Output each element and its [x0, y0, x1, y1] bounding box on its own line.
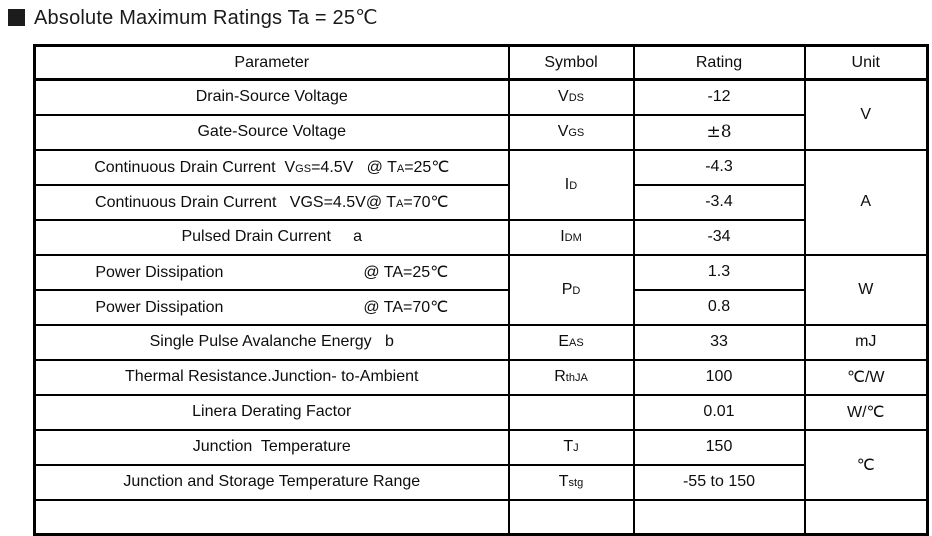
table-row: Power Dissipation @ TA=25℃ PD 1.3 W [33, 253, 929, 326]
symbol-cell: EAS [507, 323, 635, 361]
param-cell: Linera Derating Factor [33, 393, 510, 431]
header-unit: Unit [803, 44, 929, 81]
unit-cell: W/℃ [803, 393, 929, 431]
param-cell: Single Pulse Avalanche Energy b [33, 323, 510, 361]
table-row: Junction and Storage Temperature Range T… [33, 463, 928, 501]
symbol-cell: RthJA [507, 358, 635, 396]
symbol-cell: Tstg [507, 463, 635, 501]
param-cell: Gate-Source Voltage [33, 113, 510, 151]
unit-cell: A [803, 148, 929, 256]
symbol-cell: VGS [507, 113, 635, 151]
param-cell: Continuous Drain Current VGS=4.5V@ TA=70… [33, 183, 510, 221]
rating-cell: 100 [632, 358, 806, 396]
rating-cell: -12 [632, 78, 806, 116]
param-cell [33, 498, 510, 535]
unit-cell: W [803, 253, 929, 326]
rating-cell: 0.01 [632, 393, 806, 431]
symbol-cell: IDM [507, 218, 635, 256]
unit-cell: ℃ [803, 428, 929, 501]
rating-cell: 1.3 [632, 253, 806, 291]
clipped-next-row [33, 498, 929, 535]
symbol-cell: PD [507, 253, 635, 326]
table-row: Continuous Drain Current VGS=4.5V @ TA=2… [33, 148, 929, 256]
datasheet-page: Absolute Maximum Ratings Ta = 25℃ Parame… [8, 5, 929, 536]
header-symbol: Symbol [507, 44, 635, 81]
rating-cell: -4.3 [632, 148, 806, 186]
symbol-cell: VDS [507, 78, 635, 116]
section-title: Absolute Maximum Ratings Ta = 25℃ [8, 5, 378, 30]
absolute-maximum-ratings-table: Parameter Symbol Rating Unit Drain-Sourc… [33, 44, 929, 536]
symbol-cell: TJ [507, 428, 635, 466]
unit-cell: ℃/W [803, 358, 929, 396]
table-row: Drain-Source Voltage VDS -12 V [33, 78, 929, 151]
rating-cell: ±8 [632, 113, 806, 151]
rating-cell: -55 to 150 [632, 463, 806, 501]
unit-cell: V [803, 78, 929, 151]
table-row: Pulsed Drain Current a IDM -34 [33, 218, 928, 256]
table-row: Single Pulse Avalanche Energy b EAS 33 m… [33, 323, 929, 361]
symbol-cell [507, 498, 635, 535]
section-title-text: Absolute Maximum Ratings Ta = 25℃ [34, 7, 378, 29]
param-cell: Drain-Source Voltage [33, 78, 510, 116]
param-cell: Power Dissipation @ TA=70℃ [33, 288, 510, 326]
rating-cell: 33 [632, 323, 806, 361]
unit-cell [803, 498, 929, 535]
header-parameter: Parameter [33, 44, 510, 81]
symbol-cell: ID [507, 148, 635, 221]
table-row: Continuous Drain Current VGS=4.5V@ TA=70… [33, 183, 928, 221]
rating-cell: -3.4 [632, 183, 806, 221]
param-cell: Junction and Storage Temperature Range [33, 463, 510, 501]
param-cell: Thermal Resistance.Junction- to-Ambient [33, 358, 510, 396]
rating-cell: 0.8 [632, 288, 806, 326]
unit-cell: mJ [803, 323, 929, 361]
param-cell: Power Dissipation @ TA=25℃ [33, 253, 510, 291]
symbol-cell [507, 393, 635, 431]
rating-cell [632, 498, 806, 535]
param-cell: Junction Temperature [33, 428, 510, 466]
param-cell: Pulsed Drain Current a [33, 218, 510, 256]
table-row: Linera Derating Factor 0.01 W/℃ [33, 393, 929, 431]
table-row: Thermal Resistance.Junction- to-Ambient … [33, 358, 929, 396]
header-rating: Rating [632, 44, 806, 81]
section-bullet-icon [8, 9, 25, 26]
param-cell: Continuous Drain Current VGS=4.5V @ TA=2… [33, 148, 510, 186]
header-row: Parameter Symbol Rating Unit [33, 44, 929, 81]
rating-cell: 150 [632, 428, 806, 466]
table-row: Junction Temperature TJ 150 ℃ [33, 428, 929, 501]
table-row: Gate-Source Voltage VGS ±8 [33, 113, 928, 151]
table-row: Power Dissipation @ TA=70℃ 0.8 [33, 288, 928, 326]
rating-cell: -34 [632, 218, 806, 256]
